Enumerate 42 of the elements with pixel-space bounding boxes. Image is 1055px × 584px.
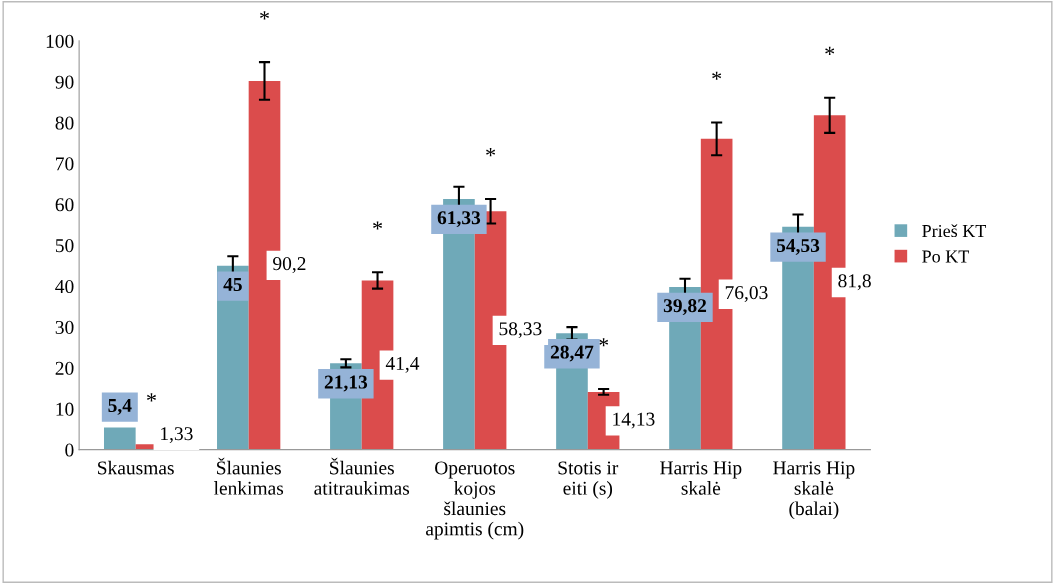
data-label: 1,33	[161, 427, 193, 444]
y-tick-label: 70	[56, 157, 74, 171]
x-tick-label: Harris Hip skalė	[660, 461, 742, 495]
data-label: 54,53	[776, 239, 820, 255]
y-tick-label: 90	[55, 75, 74, 89]
data-label: 58,33	[499, 322, 542, 339]
annotation: *	[373, 221, 383, 230]
annotation: *	[599, 338, 609, 347]
data-label: 39,82	[663, 299, 707, 316]
data-label: 81,8	[838, 274, 871, 291]
text: *	[260, 11, 269, 20]
data-label: 90,2	[273, 257, 306, 273]
legend-label: Po KT	[922, 250, 969, 263]
x-tick-label: Skausmas	[98, 460, 174, 475]
y-tick-label: 100	[46, 34, 74, 48]
x-tick-label: Šlaunies atitraukimas	[314, 457, 410, 495]
annotation: *	[147, 393, 156, 402]
y-tick-label: 50	[55, 239, 74, 253]
y-tick-label: 60	[55, 198, 74, 212]
data-label: 61,33	[437, 211, 481, 228]
x-tick-label: Šlaunies lenkimas	[213, 457, 284, 495]
x-tick-label: Stotis ir eiti (s)	[558, 461, 619, 499]
y-tick-label: 0	[65, 443, 74, 457]
data-label: 45	[223, 278, 242, 292]
y-tick-label: 30	[55, 320, 74, 334]
y-tick-label: 40	[55, 279, 74, 294]
data-label: 21,13	[324, 375, 368, 392]
y-tick-label: 20	[55, 361, 74, 375]
bar	[103, 427, 136, 450]
data-label: 28,47	[550, 345, 594, 362]
annotation: *	[486, 148, 496, 157]
annotation: *	[825, 46, 835, 55]
x-tick-label: Operuotos kojos šlaunies apimtis (cm)	[426, 461, 524, 540]
data-label: 76,03	[725, 286, 768, 302]
y-tick-label: 10	[56, 402, 74, 416]
y-tick-label: 80	[55, 116, 74, 130]
data-label: 14,13	[613, 412, 655, 429]
data-label: 41,4	[385, 356, 420, 373]
x-tick-label: Harris Hip skalė (balai)	[773, 461, 855, 520]
legend-label: Prieš KT	[922, 224, 987, 238]
annotation: *	[712, 71, 722, 80]
data-label: 5,4	[108, 399, 132, 415]
